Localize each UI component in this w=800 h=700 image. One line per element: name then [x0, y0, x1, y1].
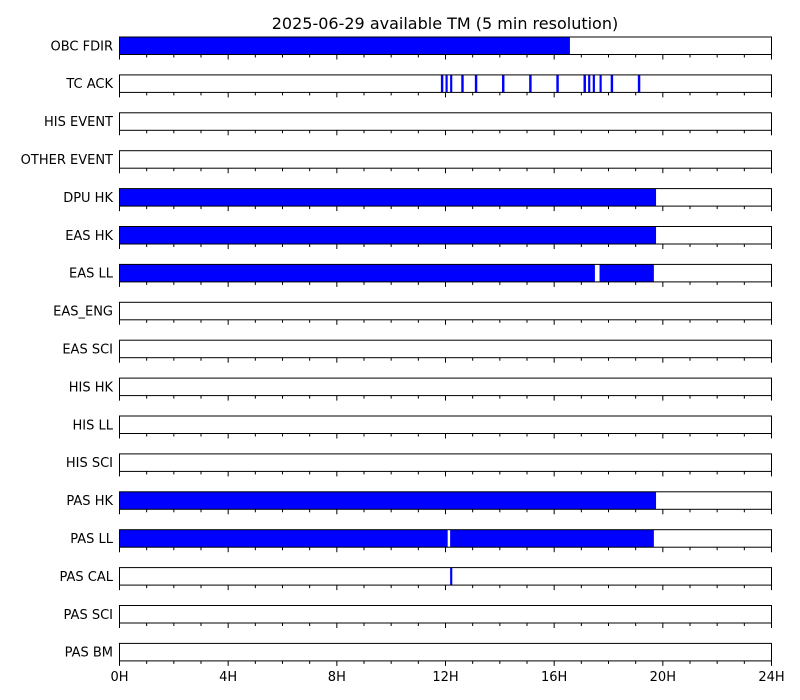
availability-bar — [440, 74, 444, 93]
availability-bar — [599, 264, 654, 282]
availability-bar — [119, 264, 595, 282]
row-eas-ll: EAS LL — [69, 263, 772, 287]
row-label: PAS HK — [66, 494, 113, 509]
row-frame — [119, 567, 772, 586]
availability-bar — [119, 491, 657, 510]
row-his-event: HIS EVENT — [44, 112, 772, 136]
availability-bar — [119, 37, 570, 55]
row-eas-sci: EAS SCI — [62, 339, 772, 363]
availability-bar — [119, 188, 657, 207]
row-obc-fdir: OBC FDIR — [51, 36, 772, 60]
row-label: PAS CAL — [60, 570, 114, 585]
row-frame — [119, 377, 772, 397]
availability-bar — [529, 74, 532, 93]
availability-bar — [474, 74, 478, 93]
x-axis: 0H 4H 8H 12H 16H 20H 24H — [110, 670, 784, 685]
row-tc-ack: TC ACK — [65, 74, 772, 98]
row-label: PAS SCI — [64, 608, 113, 623]
x-tick-label: 8H — [328, 670, 346, 685]
availability-bar — [119, 226, 657, 244]
availability-bar — [445, 74, 448, 93]
row-frame — [119, 301, 772, 321]
availability-bar — [588, 74, 591, 93]
availability-bar — [119, 529, 448, 548]
rows-group: OBC FDIR TC ACK HIS EVENT OTHER EVENT DPU HK… — [21, 36, 772, 666]
row-eas-hk: EAS HK — [65, 226, 772, 249]
row-label: DPU HK — [63, 191, 113, 206]
row-label: OBC FDIR — [51, 39, 114, 54]
x-tick-label: 12H — [432, 670, 458, 685]
row-dpu-hk: DPU HK — [63, 188, 772, 212]
row-frame — [119, 339, 772, 359]
row-label: PAS LL — [70, 532, 114, 547]
row-label: HIS EVENT — [44, 115, 113, 130]
row-label: HIS SCI — [66, 456, 113, 471]
row-pas-sci: PAS SCI — [64, 605, 772, 628]
x-tick-label: 16H — [541, 670, 567, 685]
row-his-hk: HIS HK — [69, 377, 772, 401]
availability-bar — [610, 74, 614, 93]
row-pas-cal: PAS CAL — [60, 567, 772, 591]
row-his-sci: HIS SCI — [66, 453, 772, 477]
row-label: TC ACK — [65, 77, 113, 92]
x-tick-label: 4H — [219, 670, 237, 685]
x-tick-label: 24H — [758, 670, 784, 685]
row-pas-ll: PAS LL — [70, 529, 772, 553]
row-label: HIS HK — [69, 380, 114, 395]
row-label: EAS SCI — [62, 342, 113, 357]
row-his-ll: HIS LL — [73, 415, 772, 439]
availability-bar — [450, 74, 453, 93]
availability-bar — [599, 74, 602, 93]
row-frame — [119, 605, 772, 624]
row-label: OTHER EVENT — [21, 153, 113, 168]
availability-bar — [583, 74, 586, 93]
x-tick-label: 0H — [110, 670, 128, 685]
availability-bar — [461, 74, 464, 93]
row-pas-bm: PAS BM — [65, 642, 772, 666]
row-frame — [119, 415, 772, 434]
availability-bar — [556, 74, 559, 93]
row-other-event: OTHER EVENT — [21, 150, 772, 174]
row-label: HIS LL — [73, 418, 114, 433]
availability-bar — [592, 74, 595, 93]
row-frame — [119, 150, 772, 169]
availability-bar — [450, 529, 654, 548]
x-tick-label: 20H — [650, 670, 676, 685]
availability-bar — [502, 74, 505, 93]
row-label: EAS LL — [69, 267, 114, 282]
row-frame — [119, 453, 772, 472]
row-eas-eng: EAS_ENG — [53, 301, 772, 325]
row-label: EAS_ENG — [53, 305, 113, 320]
row-label: EAS HK — [65, 229, 113, 244]
row-frame — [119, 112, 772, 131]
row-pas-hk: PAS HK — [66, 491, 772, 515]
availability-bar — [637, 74, 641, 93]
availability-bar — [450, 567, 453, 586]
row-frame — [119, 642, 772, 662]
chart-title: 2025-06-29 available TM (5 min resolutio… — [272, 14, 618, 33]
row-label: PAS BM — [65, 646, 113, 661]
